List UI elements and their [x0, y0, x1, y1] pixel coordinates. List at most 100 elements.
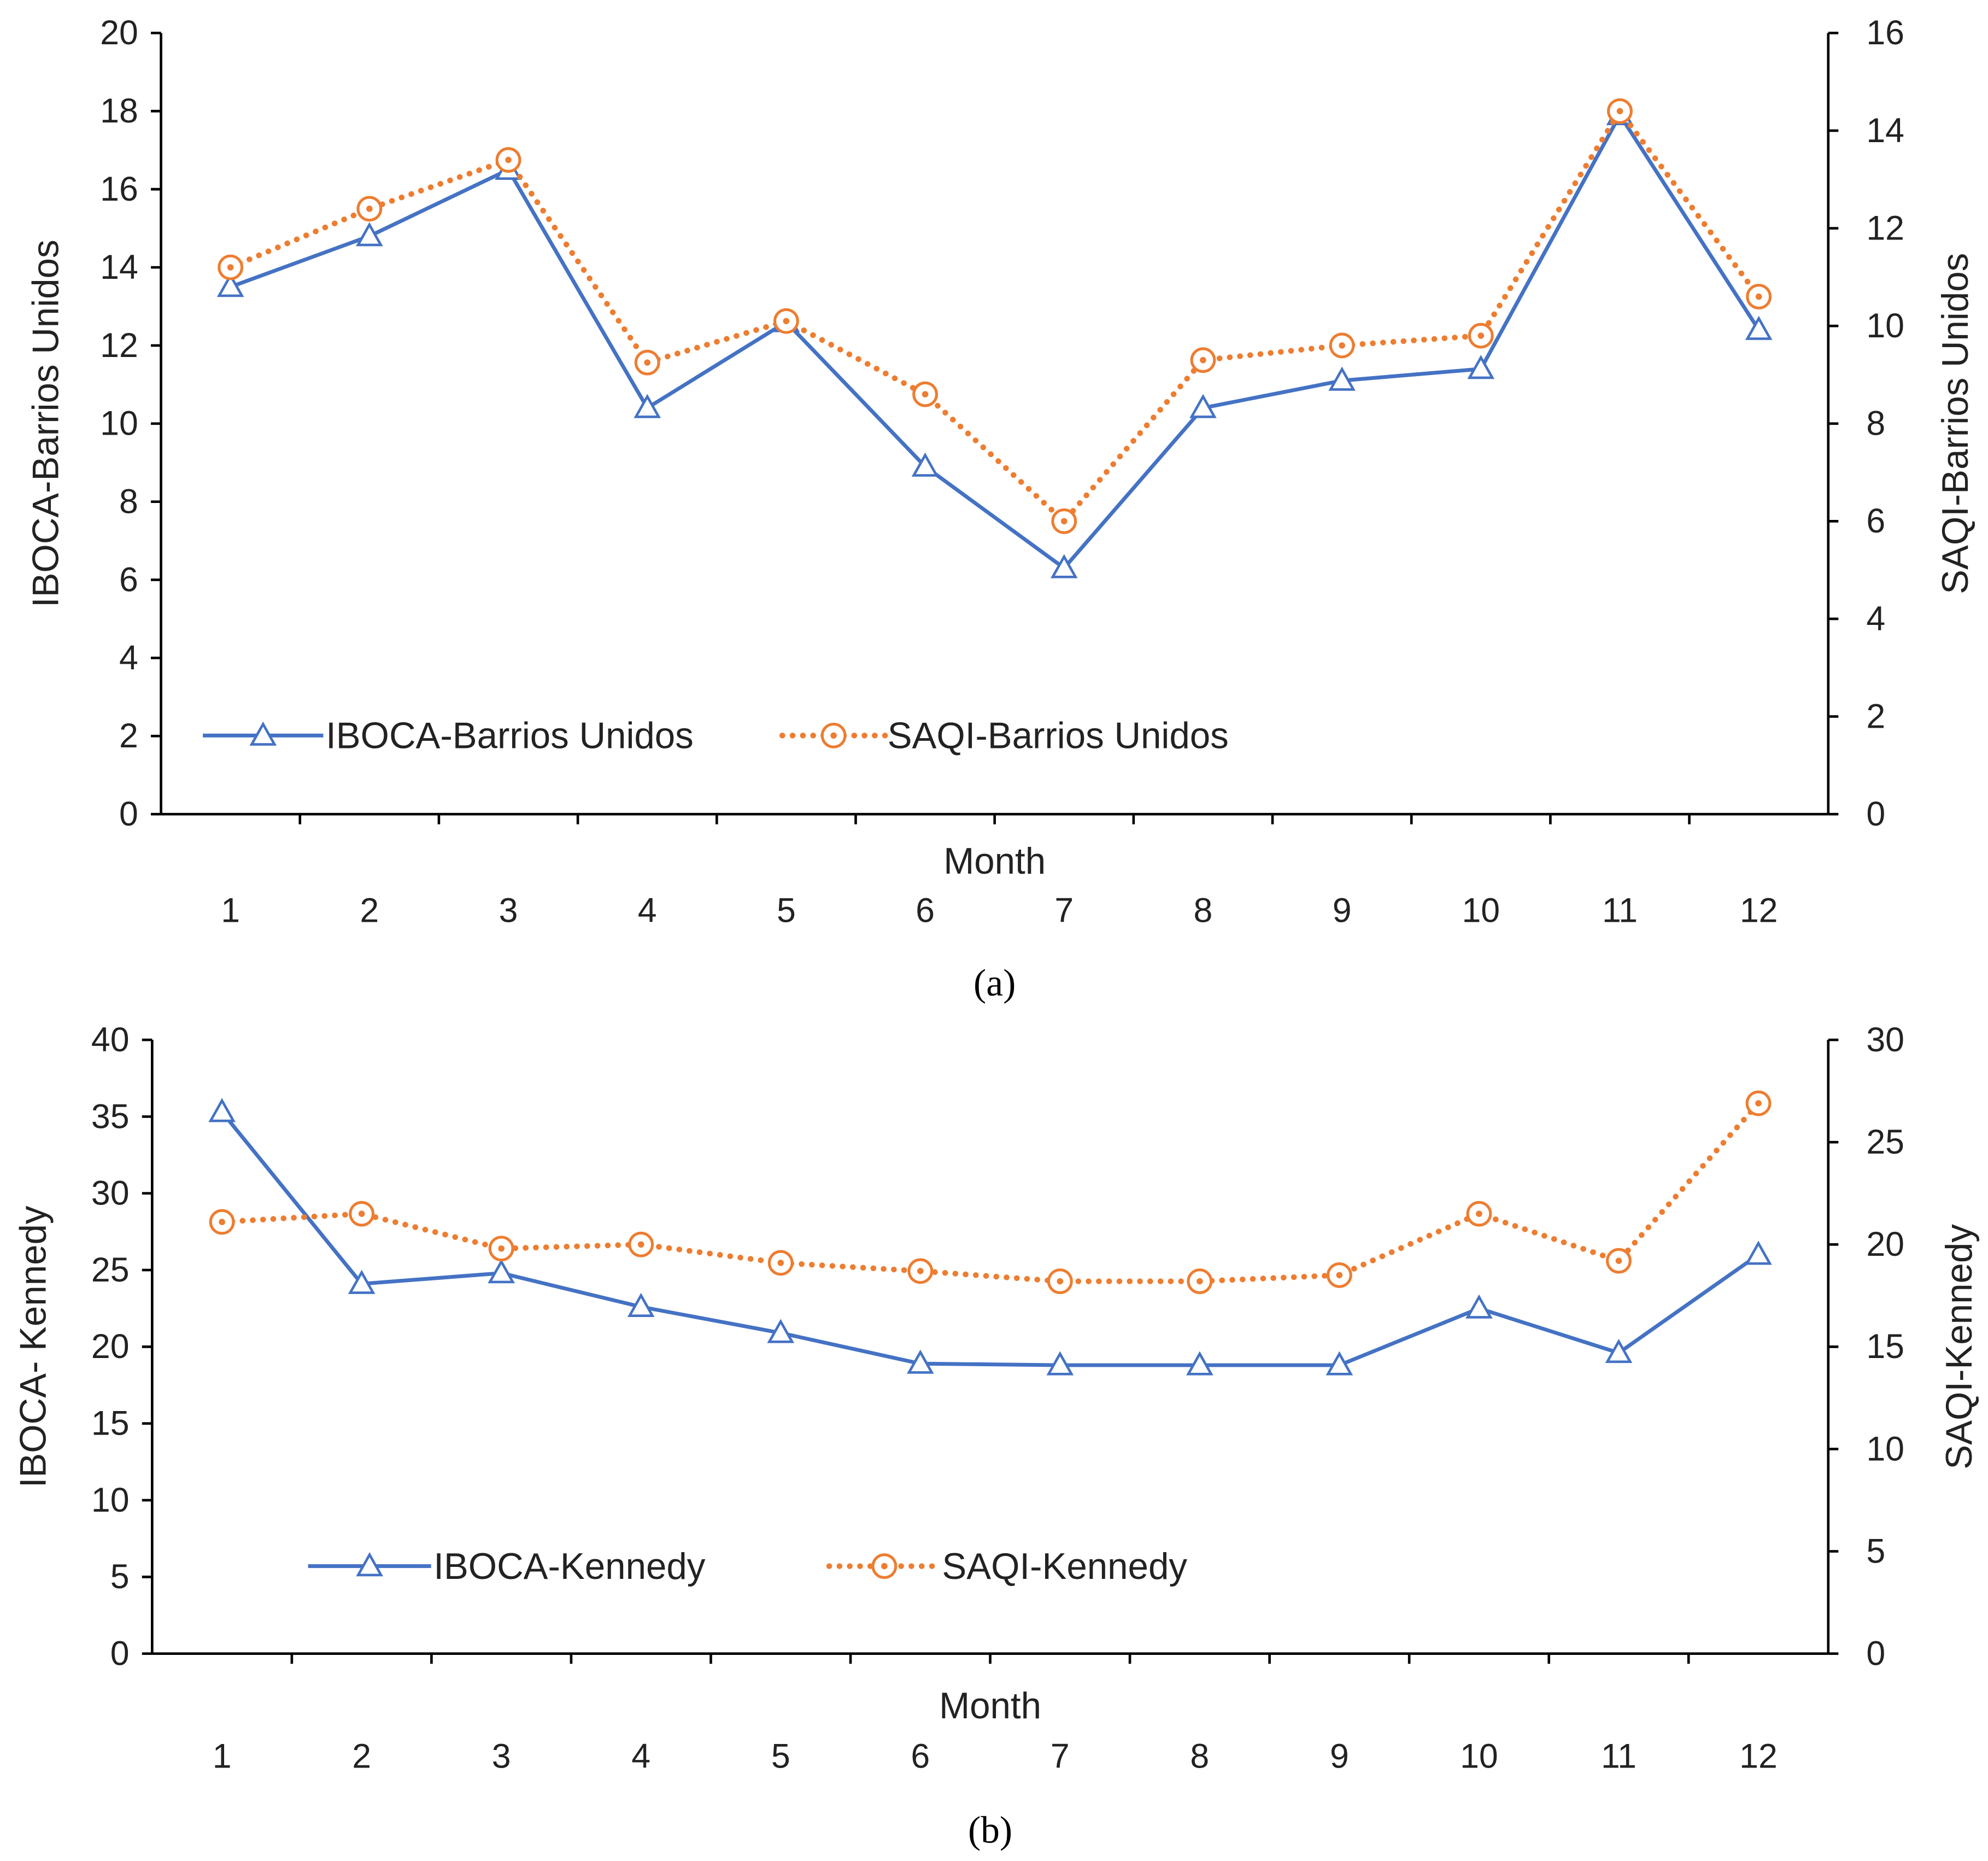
x-tick-label: 10 — [1460, 1737, 1498, 1775]
x-tick-label: 1 — [213, 1737, 232, 1775]
series-saqi-kennedy: SAQI-Kennedy — [209, 1090, 1772, 1587]
series-line — [230, 111, 1761, 571]
caption: (b) — [968, 1809, 1012, 1851]
left-tick-label: 25 — [91, 1251, 130, 1289]
x-tick-label: 6 — [916, 891, 935, 929]
circle-marker-center — [1200, 356, 1206, 364]
triangle-marker — [1745, 315, 1773, 340]
circle-marker-center — [777, 1260, 784, 1266]
right-tick-label: 12 — [1866, 209, 1904, 247]
right-tick-label: 10 — [1866, 307, 1904, 345]
x-axis-title: Month — [939, 1686, 1041, 1727]
circle-marker-center — [366, 206, 373, 212]
right-tick-label: 6 — [1866, 502, 1885, 540]
right-tick-label: 4 — [1866, 600, 1885, 638]
circle-marker-center — [1615, 1257, 1622, 1265]
right-tick-label: 0 — [1866, 1635, 1885, 1673]
x-tick-label: 12 — [1740, 891, 1778, 929]
right-tick-label: 16 — [1866, 14, 1904, 52]
left-tick-label: 20 — [91, 1327, 130, 1366]
left-axis-title: IBOCA- Kennedy — [13, 1205, 54, 1488]
triangle-marker — [1605, 1339, 1633, 1363]
x-tick-label: 7 — [1051, 1737, 1070, 1775]
circle-marker-center — [1477, 332, 1485, 339]
circle-marker-center — [1476, 1210, 1482, 1217]
series-iboca-kennedy: IBOCA-Kennedy — [208, 1098, 1772, 1587]
legend-label: SAQI-Barrios Unidos — [888, 716, 1229, 757]
x-tick-label: 8 — [1194, 891, 1213, 929]
x-tick-label: 2 — [352, 1737, 371, 1775]
circle-marker-center — [219, 1219, 225, 1225]
right-tick-label: 15 — [1866, 1327, 1904, 1366]
left-tick-label: 14 — [100, 248, 138, 286]
legend-marker-center — [881, 1562, 888, 1570]
left-tick-label: 12 — [100, 326, 138, 365]
triangle-marker — [1326, 1351, 1353, 1376]
triangle-marker — [1467, 355, 1495, 379]
x-tick-label: 10 — [1462, 891, 1500, 929]
circle-marker-center — [644, 359, 651, 366]
x-tick-label: 2 — [360, 891, 379, 929]
right-tick-label: 8 — [1866, 405, 1885, 443]
left-tick-label: 15 — [91, 1404, 130, 1443]
right-tick-label: 25 — [1866, 1123, 1904, 1161]
left-tick-label: 40 — [91, 1021, 130, 1059]
circle-marker-center — [227, 264, 234, 271]
triangle-marker — [906, 1349, 934, 1374]
x-tick-label: 3 — [492, 1737, 511, 1775]
circle-marker-center — [1060, 518, 1068, 525]
left-tick-label: 0 — [110, 1635, 130, 1673]
series-saqi-barrios-unidos: SAQI-Barrios Unidos — [218, 98, 1772, 757]
legend-marker — [356, 1552, 383, 1577]
series-line — [227, 106, 1762, 525]
circle-marker-center — [1336, 1272, 1343, 1279]
x-axis-title: Month — [943, 841, 1046, 882]
right-tick-label: 2 — [1866, 697, 1885, 735]
triangle-marker — [208, 1098, 236, 1122]
right-tick-label: 14 — [1866, 112, 1904, 150]
right-tick-label: 20 — [1866, 1225, 1904, 1263]
right-tick-label: 10 — [1866, 1430, 1904, 1468]
left-axis-title: IBOCA-Barrios Unidos — [26, 239, 67, 607]
left-tick-label: 2 — [119, 717, 138, 755]
x-tick-label: 3 — [499, 891, 518, 929]
right-axis-title: SAQI-Kennedy — [1939, 1224, 1980, 1470]
triangle-marker — [1328, 366, 1356, 391]
left-tick-label: 4 — [119, 639, 138, 677]
triangle-marker — [1745, 1240, 1772, 1265]
circle-marker-center — [783, 318, 790, 325]
x-tick-label: 5 — [777, 891, 796, 929]
triangle-marker — [1186, 1351, 1213, 1376]
caption: (a) — [974, 962, 1016, 1004]
x-tick-label: 6 — [911, 1737, 930, 1775]
series-iboca-barrios-unidos: IBOCA-Barrios Unidos — [203, 101, 1773, 757]
circle-marker-center — [637, 1241, 644, 1248]
left-tick-label: 5 — [110, 1558, 130, 1596]
series-line — [220, 1110, 1760, 1367]
circle-marker-center — [1339, 342, 1345, 349]
x-tick-label: 1 — [221, 891, 240, 929]
x-tick-label: 8 — [1190, 1737, 1209, 1775]
legend-label: IBOCA-Kennedy — [433, 1546, 706, 1587]
circle-marker-center — [917, 1268, 924, 1274]
left-tick-label: 10 — [100, 405, 138, 443]
x-tick-label: 11 — [1601, 1737, 1637, 1775]
right-tick-label: 0 — [1866, 795, 1885, 833]
right-tick-label: 5 — [1866, 1532, 1885, 1570]
x-tick-label: 7 — [1054, 891, 1074, 929]
left-tick-label: 18 — [100, 92, 138, 130]
series-line — [219, 1100, 1762, 1284]
triangle-marker — [1465, 1294, 1493, 1319]
x-tick-label: 11 — [1602, 891, 1638, 929]
legend-marker — [249, 721, 277, 746]
circle-marker-center — [1197, 1278, 1203, 1285]
right-tick-label: 30 — [1866, 1021, 1904, 1059]
x-tick-label: 12 — [1739, 1737, 1778, 1775]
left-tick-label: 35 — [91, 1097, 130, 1136]
triangle-marker — [911, 452, 939, 477]
right-axis-title: SAQI-Barrios Unidos — [1935, 253, 1976, 594]
triangle-marker — [767, 1319, 795, 1343]
